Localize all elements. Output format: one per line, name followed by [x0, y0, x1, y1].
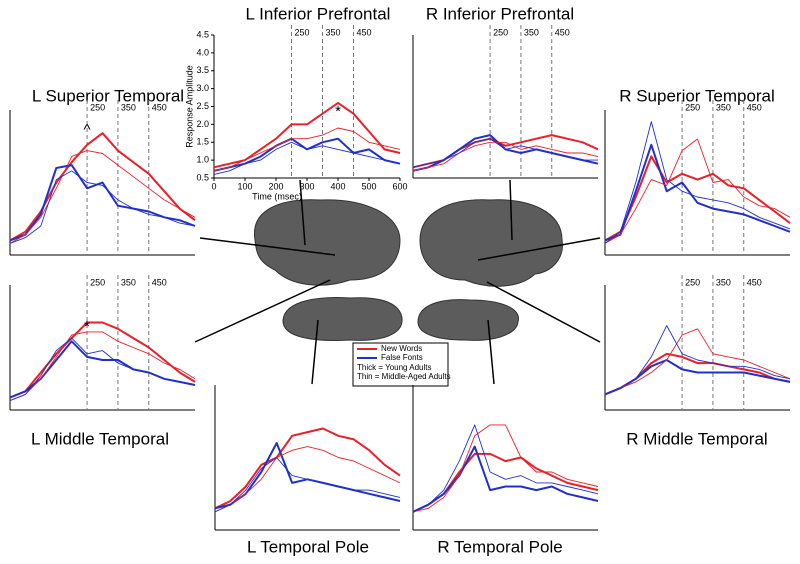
time-marker-label: 450	[152, 102, 167, 112]
left-brain-lateral	[253, 199, 401, 286]
series-line	[9, 340, 196, 399]
panel-title: L Inferior Prefrontal	[246, 4, 391, 23]
time-marker-label: 250	[90, 277, 105, 287]
series-line	[213, 127, 401, 172]
y-tick-label: 1.5	[196, 137, 209, 147]
series-line	[214, 457, 401, 513]
annotation: ^	[84, 121, 91, 138]
series-line	[604, 143, 791, 242]
annotation: *	[335, 103, 341, 120]
time-marker-label: 250	[295, 27, 310, 37]
y-tick-label: 0.5	[196, 172, 209, 182]
connector-lines	[194, 179, 601, 385]
time-marker-label: 450	[747, 102, 762, 112]
time-marker-label: 250	[685, 277, 700, 287]
time-marker-label: 250	[685, 102, 700, 112]
panel: L Inferior Prefrontal 0.5 1.0 1.5 2.0 2.5 3.0 3…	[184, 4, 407, 201]
series-line	[9, 132, 196, 242]
series-line	[412, 452, 599, 513]
x-tick-label: 0	[211, 181, 216, 191]
panel-title: R Inferior Prefrontal	[426, 4, 574, 23]
time-marker-label: 450	[152, 277, 167, 287]
series-line	[412, 445, 599, 513]
series-line	[9, 337, 196, 402]
y-tick-label: 4.0	[196, 47, 209, 57]
legend-label: New Words	[381, 344, 422, 353]
series-line	[412, 138, 598, 168]
x-tick-label: 100	[237, 181, 252, 191]
series-line	[604, 328, 791, 395]
series-line	[9, 331, 196, 402]
y-axis-label: Response Amplitude	[184, 65, 194, 148]
series-line	[214, 427, 401, 510]
x-tick-label: 200	[268, 181, 283, 191]
right-brain-ventral	[417, 299, 519, 341]
panel-title: R Superior Temporal	[619, 86, 775, 105]
time-marker-label: 350	[716, 102, 731, 112]
series-line	[213, 141, 401, 175]
series-line	[9, 321, 196, 399]
time-marker-label: 350	[326, 27, 341, 37]
y-tick-label: 2.5	[196, 101, 209, 111]
y-tick-label: 1.0	[196, 155, 209, 165]
series-line	[412, 141, 599, 172]
panel: L Middle Temporal 250 350 450 *	[9, 275, 196, 448]
series-line	[604, 138, 791, 244]
y-tick-label: 3.5	[196, 65, 209, 75]
series-line	[412, 424, 599, 513]
panel: L Temporal Pole	[214, 385, 401, 556]
right-brain-lateral	[419, 199, 563, 287]
series-line	[9, 170, 196, 244]
annotation: *	[84, 318, 90, 335]
x-tick-label: 300	[299, 181, 314, 191]
series-line	[213, 137, 401, 172]
y-tick-label: 3.0	[196, 83, 209, 93]
time-marker-label: 350	[121, 102, 136, 112]
panel-title: R Temporal Pole	[437, 537, 562, 556]
time-marker-label: 350	[716, 277, 731, 287]
series-line	[9, 164, 196, 242]
series-line	[604, 359, 791, 396]
time-marker-label: 450	[555, 27, 570, 37]
series-line	[604, 155, 791, 242]
time-marker-label: 250	[90, 102, 105, 112]
series-line	[604, 325, 791, 395]
legend-note: Thin = Middle-Aged Adults	[357, 372, 451, 381]
series-line	[412, 424, 599, 513]
panel: R Middle Temporal 250 350 450	[604, 275, 791, 448]
series-line	[9, 150, 196, 244]
time-marker-label: 250	[493, 27, 508, 37]
panel-title: R Middle Temporal	[626, 429, 767, 448]
panel-title: L Temporal Pole	[247, 537, 369, 556]
legend-note: Thick = Young Adults	[357, 363, 432, 372]
panel: R Temporal Pole	[412, 385, 599, 556]
legend-box	[352, 342, 449, 387]
time-marker-label: 450	[747, 277, 762, 287]
y-tick-label: 2.0	[196, 119, 209, 129]
series-line	[214, 446, 401, 513]
left-brain-ventral	[282, 297, 403, 341]
y-tick-label: 4.5	[196, 29, 209, 39]
panel: R Inferior Prefrontal 250 350 450	[412, 4, 599, 179]
legend-label: False Fonts	[381, 353, 423, 362]
x-axis-label: Time (msec)	[252, 191, 302, 201]
x-tick-label: 600	[392, 181, 407, 191]
time-marker-label: 350	[524, 27, 539, 37]
panel-title: L Middle Temporal	[31, 429, 169, 448]
time-marker-label: 350	[121, 277, 136, 287]
series-line	[604, 121, 791, 244]
x-tick-label: 500	[361, 181, 376, 191]
time-marker-label: 450	[357, 27, 372, 37]
x-tick-label: 400	[330, 181, 345, 191]
panel-title: L Superior Temporal	[32, 86, 184, 105]
